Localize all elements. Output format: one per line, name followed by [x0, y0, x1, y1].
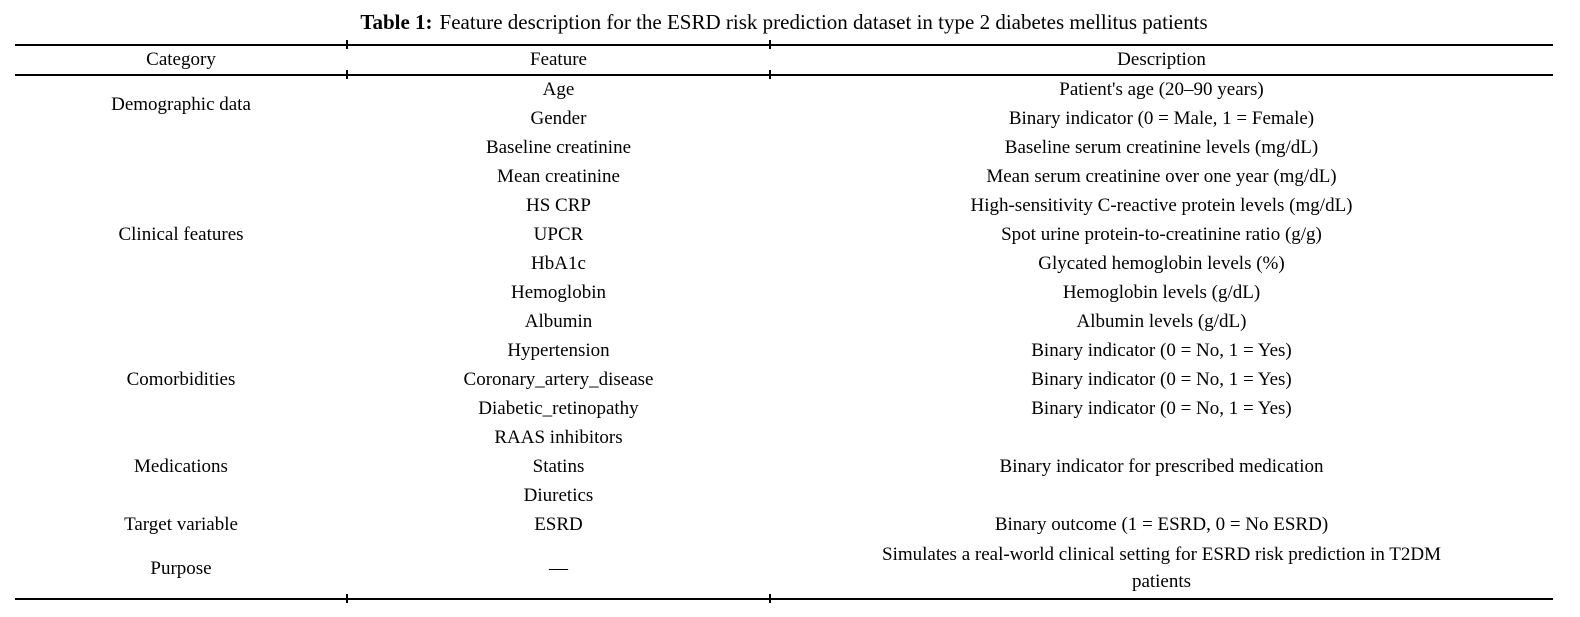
description-cell: Mean serum creatinine over one year (mg/… [986, 166, 1337, 188]
feature-cell: Mean creatinine [497, 166, 620, 188]
table-row: Diabetic_retinopathy Binary indicator (0… [15, 395, 1553, 424]
description-cell: Binary indicator (0 = No, 1 = Yes) [1031, 398, 1292, 420]
table-row: Mean creatinine Mean serum creatinine ov… [15, 163, 1553, 192]
column-divider-tick [346, 594, 348, 603]
column-divider-tick [346, 40, 348, 49]
table-row: Gender Binary indicator (0 = Male, 1 = F… [15, 105, 1553, 134]
column-header-category: Category [15, 45, 347, 76]
column-divider-tick [769, 594, 771, 603]
table-row: Statins [15, 453, 1553, 482]
table-row: Target variable ESRD Binary outcome (1 =… [15, 511, 1553, 540]
feature-cell: HbA1c [531, 253, 586, 275]
feature-cell: Hypertension [507, 340, 610, 362]
category-cell-demographic: Demographic data [111, 93, 251, 115]
category-cell-purpose: Purpose [150, 557, 212, 579]
feature-description-table: Category Feature Description Demographic… [15, 44, 1553, 600]
feature-cell: ESRD [534, 514, 583, 536]
description-cell: High-sensitivity C-reactive protein leve… [970, 195, 1353, 217]
category-cell-clinical: Clinical features [118, 224, 244, 246]
table-row: Clinical features Baseline creatinine Ba… [15, 134, 1553, 245]
column-header-description: Description [770, 45, 1553, 76]
column-divider-tick [769, 70, 771, 79]
category-cell-medications: Medications [134, 456, 228, 478]
feature-cell-empty-dash: — [549, 557, 568, 579]
description-cell-medications: Binary indicator for prescribed medicati… [999, 456, 1324, 478]
feature-cell: Albumin [524, 311, 593, 333]
feature-cell: HS CRP [526, 195, 591, 217]
description-cell: Hemoglobin levels (g/dL) [1062, 282, 1261, 304]
feature-cell: Baseline creatinine [485, 137, 632, 159]
category-cell-comorbidities: Comorbidities [126, 369, 236, 391]
purpose-description-text: Simulates a real-world clinical setting … [882, 544, 1441, 592]
table-row: HbA1c Glycated hemoglobin levels (%) [15, 250, 1553, 279]
description-cell: Binary indicator (0 = No, 1 = Yes) [1031, 369, 1292, 391]
feature-cell: Diuretics [523, 485, 594, 507]
table-row: Diuretics [15, 482, 1553, 511]
table-row: Coronary_artery_disease Binary indicator… [15, 366, 1553, 395]
feature-cell: Statins [532, 456, 585, 478]
description-cell: Simulates a real-world clinical setting … [770, 540, 1553, 599]
description-cell: Spot urine protein-to-creatinine ratio (… [1001, 224, 1322, 246]
table-caption-text: Feature description for the ESRD risk pr… [439, 10, 1208, 34]
column-header-feature: Feature [347, 45, 770, 76]
header-row: Category Feature Description [15, 45, 1553, 76]
description-cell: Glycated hemoglobin levels (%) [1038, 253, 1285, 275]
feature-cell: Gender [530, 108, 587, 130]
table-row: Demographic data Age Patient's age (20–9… [15, 75, 1553, 115]
table-caption-label: Table 1: [360, 10, 433, 34]
description-cell: Albumin levels (g/dL) [1076, 311, 1247, 333]
column-divider-tick [346, 70, 348, 79]
description-cell: Binary outcome (1 = ESRD, 0 = No ESRD) [994, 514, 1329, 536]
feature-cell: Diabetic_retinopathy [478, 398, 639, 420]
feature-cell: Age [542, 79, 575, 101]
feature-cell: Hemoglobin [511, 282, 606, 304]
table-row: Hemoglobin Hemoglobin levels (g/dL) [15, 279, 1553, 308]
description-cell: Binary indicator (0 = No, 1 = Yes) [1031, 340, 1292, 362]
category-cell-target: Target variable [124, 514, 238, 536]
feature-cell: UPCR [533, 224, 584, 246]
description-cell: Baseline serum creatinine levels (mg/dL) [1004, 137, 1319, 159]
table-row: Medications RAAS inhibitors Binary indic… [15, 424, 1553, 477]
table-row: UPCR Spot urine protein-to-creatinine ra… [15, 221, 1553, 250]
column-divider-tick [769, 40, 771, 49]
table-caption: Table 1: Feature description for the ESRD… [15, 0, 1553, 44]
table-row: Albumin Albumin levels (g/dL) [15, 308, 1553, 337]
feature-cell: RAAS inhibitors [494, 427, 623, 449]
description-cell: Patient's age (20–90 years) [1059, 79, 1264, 101]
feature-cell: Coronary_artery_disease [463, 369, 654, 391]
table-row: Purpose — Simulates a real-world clinica… [15, 540, 1553, 599]
description-cell: Binary indicator (0 = Male, 1 = Female) [1008, 108, 1315, 130]
table-row: Comorbidities Hypertension Binary indica… [15, 337, 1553, 390]
table-row: HS CRP High-sensitivity C-reactive prote… [15, 192, 1553, 221]
